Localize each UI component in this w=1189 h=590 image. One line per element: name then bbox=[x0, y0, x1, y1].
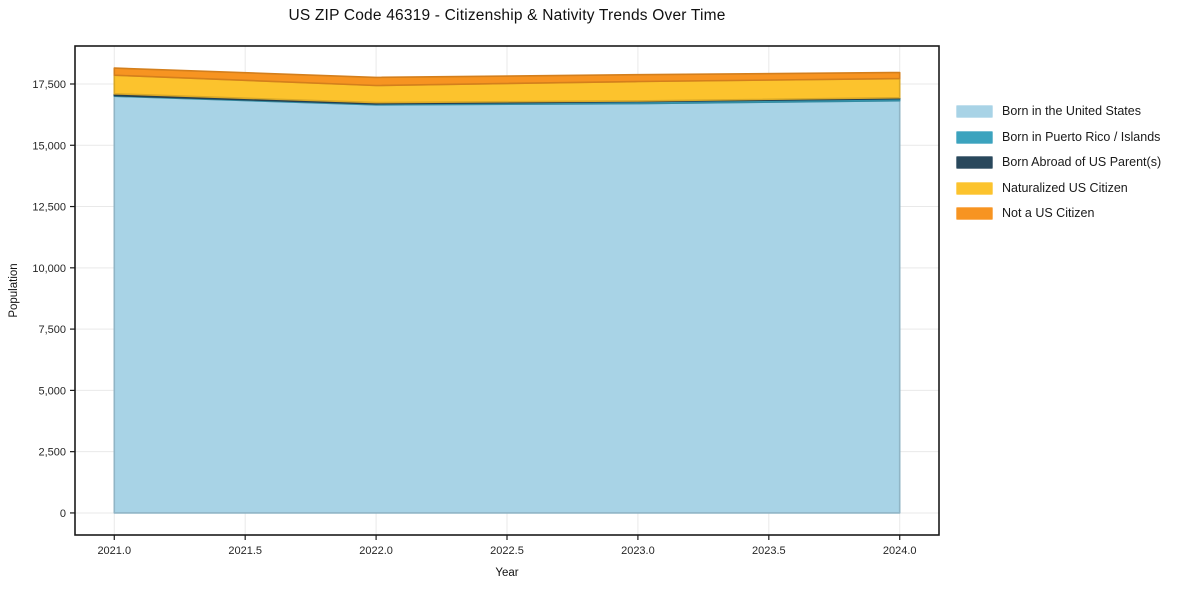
x-tick-label: 2023.5 bbox=[752, 545, 786, 557]
y-tick-label: 12,500 bbox=[32, 202, 66, 214]
legend-swatch bbox=[956, 105, 993, 119]
y-tick-label: 2,500 bbox=[38, 447, 66, 459]
legend-swatch bbox=[956, 181, 993, 195]
y-tick-label: 5,000 bbox=[38, 385, 66, 397]
area-series bbox=[113, 67, 901, 514]
legend-label: Born Abroad of US Parent(s) bbox=[1002, 155, 1162, 169]
area-born-in-the-united-states bbox=[113, 95, 901, 514]
legend-label: Born in the United States bbox=[1002, 104, 1141, 118]
legend-item-not-a-us-citizen: Not a US Citizen bbox=[956, 206, 1161, 221]
y-tick-label: 15,000 bbox=[32, 140, 66, 152]
legend-item-born-abroad-of-us-parent-s: Born Abroad of US Parent(s) bbox=[956, 155, 1162, 170]
legend-swatch bbox=[956, 130, 993, 144]
x-tick-label: 2023.0 bbox=[621, 545, 655, 557]
x-tick-label: 2022.5 bbox=[490, 545, 524, 557]
legend-label: Naturalized US Citizen bbox=[1002, 180, 1128, 195]
legend-item-born-in-puerto-rico-islands: Born in Puerto Rico / Islands bbox=[956, 129, 1161, 145]
area-not-a-us-citizen bbox=[113, 67, 901, 87]
x-tick-label: 2021.0 bbox=[97, 545, 131, 557]
y-tick-label: 7,500 bbox=[38, 324, 66, 336]
legend-item-born-in-the-united-states: Born in the United States bbox=[956, 104, 1161, 119]
legend-swatch bbox=[956, 156, 993, 170]
legend-item-naturalized-us-citizen: Naturalized US Citizen bbox=[956, 180, 1161, 196]
legend-swatch bbox=[956, 207, 993, 221]
legend-label: Not a US Citizen bbox=[1002, 206, 1095, 220]
y-tick-label: 17,500 bbox=[32, 79, 66, 91]
chart-title: US ZIP Code 46319 - Citizenship & Nativi… bbox=[288, 7, 726, 24]
y-axis-label: Population bbox=[8, 263, 20, 317]
x-tick-label: 2024.0 bbox=[883, 545, 917, 557]
y-tick-label: 10,000 bbox=[32, 263, 66, 275]
axis-ticks: 0 2,500 5,000 7,500 10,000 12,500 15,000 17,500… bbox=[32, 79, 916, 557]
x-tick-label: 2022.0 bbox=[359, 545, 393, 557]
legend: Born in the United States Born in Puerto … bbox=[956, 104, 1162, 221]
x-axis-label: Year bbox=[495, 567, 518, 579]
x-tick-label: 2021.5 bbox=[228, 545, 262, 557]
legend-label: Born in Puerto Rico / Islands bbox=[1002, 129, 1161, 144]
y-tick-label: 0 bbox=[60, 508, 66, 520]
